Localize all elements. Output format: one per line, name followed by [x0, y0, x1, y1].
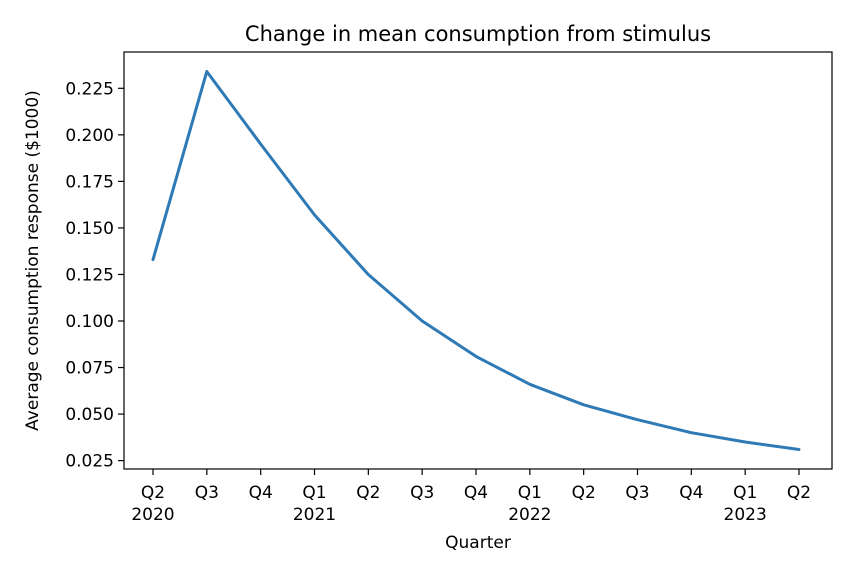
- x-tick-quarter: Q4: [249, 483, 273, 503]
- y-tick-label: 0.075: [65, 359, 114, 379]
- y-tick-label: 0.150: [65, 219, 114, 239]
- x-tick-quarter: Q3: [195, 483, 219, 503]
- x-tick-quarter: Q1: [518, 483, 542, 503]
- y-tick-label: 0.025: [65, 452, 114, 472]
- x-tick-year: 2021: [293, 505, 336, 525]
- consumption-line: [151, 70, 801, 451]
- x-tick-quarter: Q3: [625, 483, 649, 503]
- x-axis-label: Quarter: [445, 533, 511, 553]
- x-tick-year: 2022: [508, 505, 551, 525]
- x-tick-quarter: Q4: [464, 483, 488, 503]
- plot-area: [123, 51, 833, 470]
- x-tick-quarter: Q2: [787, 483, 811, 503]
- chart-title: Change in mean consumption from stimulus: [245, 22, 711, 46]
- x-tick-quarter: Q3: [410, 483, 434, 503]
- x-tick-quarter: Q1: [302, 483, 326, 503]
- y-axis-label: Average consumption response ($1000): [23, 90, 43, 431]
- x-tick-quarter: Q2: [572, 483, 596, 503]
- y-tick-label: 0.100: [65, 312, 114, 332]
- y-tick-label: 0.050: [65, 405, 114, 425]
- x-tick-year: 2023: [724, 505, 767, 525]
- x-tick-quarter: Q2: [141, 483, 165, 503]
- y-tick-label: 0.125: [65, 265, 114, 285]
- x-tick-quarter: Q2: [356, 483, 380, 503]
- y-tick-label: 0.225: [65, 79, 114, 99]
- x-tick-quarter: Q4: [679, 483, 703, 503]
- y-tick-label: 0.200: [65, 126, 114, 146]
- y-tick-label: 0.175: [65, 172, 114, 192]
- y-axis: 0.025 0.050 0.075 0.100 0.125 0.150 0.175 0.200…: [65, 79, 124, 472]
- x-tick-year: 2020: [131, 505, 174, 525]
- x-tick-quarter: Q1: [733, 483, 757, 503]
